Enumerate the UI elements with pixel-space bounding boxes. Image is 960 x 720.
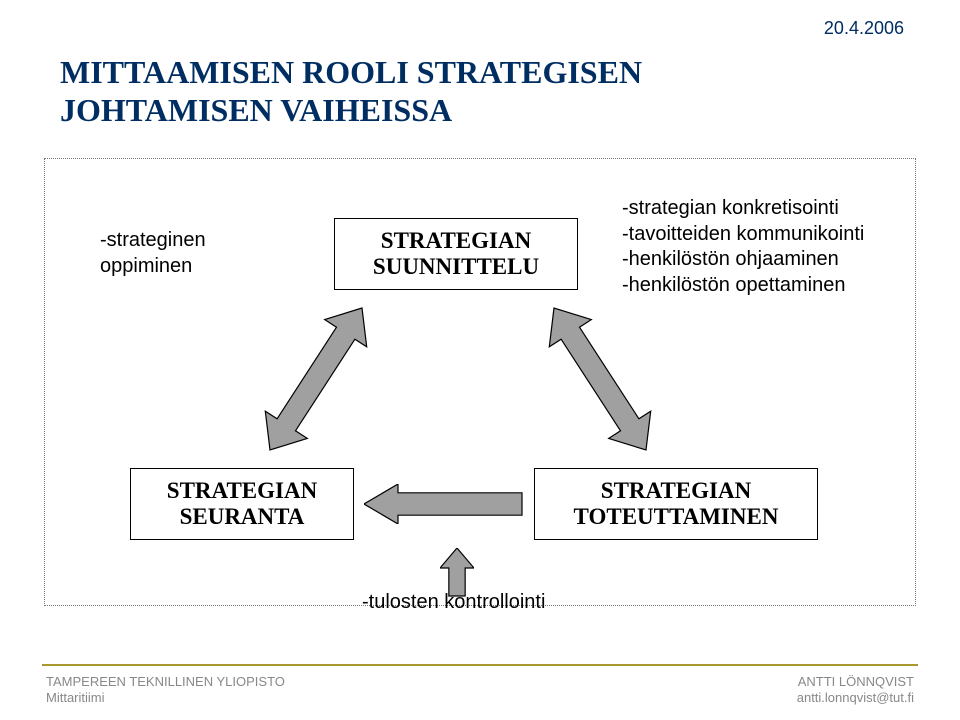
slide-title: MITTAAMISEN ROOLI STRATEGISEN JOHTAMISEN… <box>60 54 642 130</box>
box-strategian-seuranta: STRATEGIAN SEURANTA <box>130 468 354 540</box>
box-strategian-suunnittelu: STRATEGIAN SUUNNITTELU <box>334 218 578 290</box>
footer-left: TAMPEREEN TEKNILLINEN YLIOPISTO Mittarit… <box>46 674 285 707</box>
note-left: -strateginenoppiminen <box>100 228 206 279</box>
box-top-line1: STRATEGIAN <box>373 228 539 254</box>
arrow-up <box>440 548 474 598</box>
date-text: 20.4.2006 <box>824 18 904 39</box>
arrow-diag-right <box>546 300 654 458</box>
footer-right: ANTTI LÖNNQVIST antti.lonnqvist@tut.fi <box>797 674 914 707</box>
box-br-line1: STRATEGIAN <box>574 478 779 504</box>
footer-right-line2: antti.lonnqvist@tut.fi <box>797 690 914 706</box>
box-top-line2: SUUNNITTELU <box>373 254 539 280</box>
footer-left-line1: TAMPEREEN TEKNILLINEN YLIOPISTO <box>46 674 285 690</box>
slide: 20.4.2006 MITTAAMISEN ROOLI STRATEGISEN … <box>0 0 960 720</box>
box-bl-line2: SEURANTA <box>167 504 317 530</box>
arrow-horizontal <box>364 484 524 524</box>
arrow-diag-left <box>262 300 370 458</box>
note-right: -strategian konkretisointi-tavoitteiden … <box>622 196 864 298</box>
title-line-1: MITTAAMISEN ROOLI STRATEGISEN <box>60 54 642 92</box>
box-strategian-toteuttaminen: STRATEGIAN TOTEUTTAMINEN <box>534 468 818 540</box>
box-br-line2: TOTEUTTAMINEN <box>574 504 779 530</box>
footer-divider <box>42 664 918 666</box>
footer-left-line2: Mittaritiimi <box>46 690 285 706</box>
box-bl-line1: STRATEGIAN <box>167 478 317 504</box>
footer-right-line1: ANTTI LÖNNQVIST <box>797 674 914 690</box>
title-line-2: JOHTAMISEN VAIHEISSA <box>60 92 642 130</box>
